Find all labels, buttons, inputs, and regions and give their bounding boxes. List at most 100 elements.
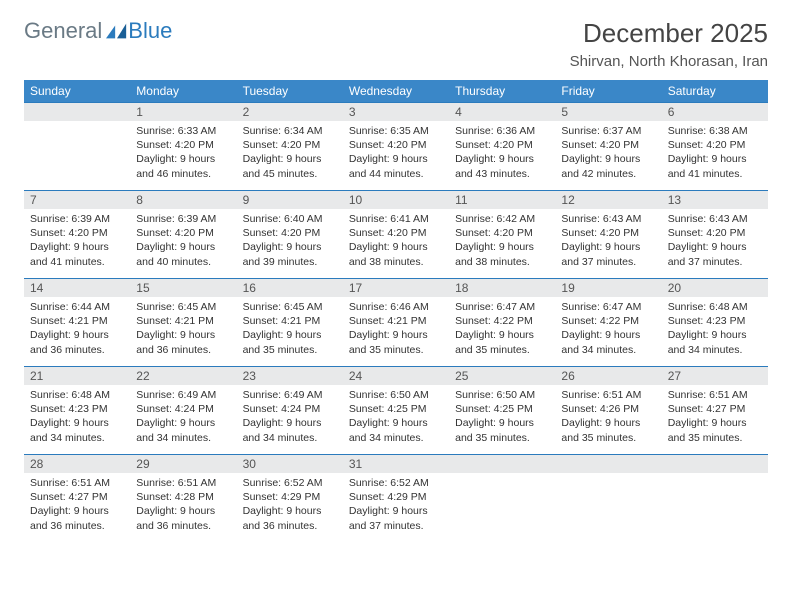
day-number: 3	[343, 102, 449, 121]
header: General Blue December 2025 Shirvan, Nort…	[24, 18, 768, 70]
sunrise-line: Sunrise: 6:47 AM	[561, 300, 655, 314]
day-number: 15	[130, 278, 236, 297]
day-body: Sunrise: 6:51 AMSunset: 4:28 PMDaylight:…	[130, 473, 236, 539]
calendar-cell	[449, 454, 555, 542]
weekday-header: Thursday	[449, 80, 555, 102]
calendar-cell: 8Sunrise: 6:39 AMSunset: 4:20 PMDaylight…	[130, 190, 236, 278]
sunset-line: Sunset: 4:20 PM	[349, 226, 443, 240]
location-label: Shirvan, North Khorasan, Iran	[570, 53, 768, 70]
sunrise-line: Sunrise: 6:51 AM	[561, 388, 655, 402]
day-body: Sunrise: 6:44 AMSunset: 4:21 PMDaylight:…	[24, 297, 130, 363]
weekday-header: Tuesday	[237, 80, 343, 102]
calendar-cell: 18Sunrise: 6:47 AMSunset: 4:22 PMDayligh…	[449, 278, 555, 366]
day-number: 21	[24, 366, 130, 385]
calendar-cell: 9Sunrise: 6:40 AMSunset: 4:20 PMDaylight…	[237, 190, 343, 278]
calendar-cell: 27Sunrise: 6:51 AMSunset: 4:27 PMDayligh…	[662, 366, 768, 454]
day-number: 9	[237, 190, 343, 209]
day-body: Sunrise: 6:51 AMSunset: 4:27 PMDaylight:…	[662, 385, 768, 451]
logo-text-blue: Blue	[128, 18, 172, 44]
sunset-line: Sunset: 4:20 PM	[561, 138, 655, 152]
calendar-cell: 31Sunrise: 6:52 AMSunset: 4:29 PMDayligh…	[343, 454, 449, 542]
weekday-header: Monday	[130, 80, 236, 102]
day-number: 30	[237, 454, 343, 473]
sunset-line: Sunset: 4:20 PM	[668, 138, 762, 152]
daylight-line: Daylight: 9 hours and 34 minutes.	[243, 416, 337, 444]
sunrise-line: Sunrise: 6:39 AM	[136, 212, 230, 226]
calendar-body: 1Sunrise: 6:33 AMSunset: 4:20 PMDaylight…	[24, 102, 768, 542]
daylight-line: Daylight: 9 hours and 39 minutes.	[243, 240, 337, 268]
calendar-cell: 19 Sunrise: 6:47 AMSunset: 4:22 PMDayligh…	[555, 278, 661, 366]
weekday-header: Saturday	[662, 80, 768, 102]
day-body: Sunrise: 6:50 AMSunset: 4:25 PMDaylight:…	[343, 385, 449, 451]
sunrise-line: Sunrise: 6:36 AM	[455, 124, 549, 138]
day-body: Sunrise: 6:50 AMSunset: 4:25 PMDaylight:…	[449, 385, 555, 451]
daylight-line: Daylight: 9 hours and 36 minutes.	[136, 328, 230, 356]
daylight-line: Daylight: 9 hours and 34 minutes.	[561, 328, 655, 356]
logo-sail-icon	[106, 23, 128, 39]
sunrise-line: Sunrise: 6:52 AM	[243, 476, 337, 490]
calendar-cell: 13Sunrise: 6:43 AMSunset: 4:20 PMDayligh…	[662, 190, 768, 278]
day-number: 17	[343, 278, 449, 297]
sunset-line: Sunset: 4:25 PM	[455, 402, 549, 416]
calendar-cell: 29Sunrise: 6:51 AMSunset: 4:28 PMDayligh…	[130, 454, 236, 542]
day-body: Sunrise: 6:43 AMSunset: 4:20 PMDaylight:…	[662, 209, 768, 275]
sunrise-line: Sunrise: 6:45 AM	[136, 300, 230, 314]
day-body: Sunrise: 6:43 AMSunset: 4:20 PMDaylight:…	[555, 209, 661, 275]
calendar-cell	[555, 454, 661, 542]
sunset-line: Sunset: 4:25 PM	[349, 402, 443, 416]
day-body: Sunrise: 6:39 AMSunset: 4:20 PMDaylight:…	[130, 209, 236, 275]
day-number: 19	[555, 278, 661, 297]
day-number: 11	[449, 190, 555, 209]
sunrise-line: Sunrise: 6:48 AM	[30, 388, 124, 402]
day-number: 29	[130, 454, 236, 473]
sunrise-line: Sunrise: 6:43 AM	[668, 212, 762, 226]
day-number: 26	[555, 366, 661, 385]
weekday-header: Wednesday	[343, 80, 449, 102]
sunset-line: Sunset: 4:24 PM	[243, 402, 337, 416]
sunset-line: Sunset: 4:20 PM	[243, 138, 337, 152]
daylight-line: Daylight: 9 hours and 34 minutes.	[136, 416, 230, 444]
day-number	[449, 454, 555, 473]
sunrise-line: Sunrise: 6:37 AM	[561, 124, 655, 138]
day-number	[555, 454, 661, 473]
daylight-line: Daylight: 9 hours and 34 minutes.	[30, 416, 124, 444]
calendar-table: SundayMondayTuesdayWednesdayThursdayFrid…	[24, 80, 768, 542]
daylight-line: Daylight: 9 hours and 37 minutes.	[561, 240, 655, 268]
sunrise-line: Sunrise: 6:45 AM	[243, 300, 337, 314]
day-body: Sunrise: 6:39 AMSunset: 4:20 PMDaylight:…	[24, 209, 130, 275]
calendar-row: 14Sunrise: 6:44 AMSunset: 4:21 PMDayligh…	[24, 278, 768, 366]
day-body: Sunrise: 6:37 AMSunset: 4:20 PMDaylight:…	[555, 121, 661, 187]
day-body: Sunrise: 6:45 AMSunset: 4:21 PMDaylight:…	[237, 297, 343, 363]
daylight-line: Daylight: 9 hours and 42 minutes.	[561, 152, 655, 180]
sunrise-line: Sunrise: 6:39 AM	[30, 212, 124, 226]
sunset-line: Sunset: 4:20 PM	[243, 226, 337, 240]
daylight-line: Daylight: 9 hours and 37 minutes.	[668, 240, 762, 268]
sunset-line: Sunset: 4:20 PM	[136, 226, 230, 240]
daylight-line: Daylight: 9 hours and 35 minutes.	[349, 328, 443, 356]
daylight-line: Daylight: 9 hours and 36 minutes.	[30, 504, 124, 532]
calendar-cell: 30Sunrise: 6:52 AMSunset: 4:29 PMDayligh…	[237, 454, 343, 542]
calendar-row: 28Sunrise: 6:51 AMSunset: 4:27 PMDayligh…	[24, 454, 768, 542]
daylight-line: Daylight: 9 hours and 36 minutes.	[30, 328, 124, 356]
sunset-line: Sunset: 4:22 PM	[561, 314, 655, 328]
day-number: 23	[237, 366, 343, 385]
calendar-cell: 7Sunrise: 6:39 AMSunset: 4:20 PMDaylight…	[24, 190, 130, 278]
calendar-row: 7Sunrise: 6:39 AMSunset: 4:20 PMDaylight…	[24, 190, 768, 278]
day-number: 25	[449, 366, 555, 385]
daylight-line: Daylight: 9 hours and 38 minutes.	[349, 240, 443, 268]
day-number: 27	[662, 366, 768, 385]
day-number: 4	[449, 102, 555, 121]
calendar-cell: 4Sunrise: 6:36 AMSunset: 4:20 PMDaylight…	[449, 102, 555, 190]
daylight-line: Daylight: 9 hours and 40 minutes.	[136, 240, 230, 268]
sunset-line: Sunset: 4:27 PM	[668, 402, 762, 416]
day-body: Sunrise: 6:51 AMSunset: 4:26 PMDaylight:…	[555, 385, 661, 451]
calendar-cell: 10Sunrise: 6:41 AMSunset: 4:20 PMDayligh…	[343, 190, 449, 278]
sunset-line: Sunset: 4:21 PM	[136, 314, 230, 328]
sunset-line: Sunset: 4:21 PM	[349, 314, 443, 328]
day-body: Sunrise: 6:49 AMSunset: 4:24 PMDaylight:…	[237, 385, 343, 451]
calendar-cell: 2Sunrise: 6:34 AMSunset: 4:20 PMDaylight…	[237, 102, 343, 190]
sunset-line: Sunset: 4:28 PM	[136, 490, 230, 504]
day-number: 31	[343, 454, 449, 473]
day-body: Sunrise: 6:51 AMSunset: 4:27 PMDaylight:…	[24, 473, 130, 539]
sunset-line: Sunset: 4:23 PM	[668, 314, 762, 328]
